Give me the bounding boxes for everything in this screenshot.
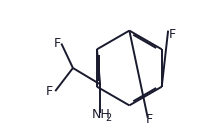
Text: 2: 2 <box>105 113 111 123</box>
Text: F: F <box>54 37 61 50</box>
Text: NH: NH <box>92 108 111 121</box>
Text: F: F <box>145 113 153 126</box>
Text: F: F <box>46 85 53 98</box>
Text: F: F <box>169 27 176 41</box>
